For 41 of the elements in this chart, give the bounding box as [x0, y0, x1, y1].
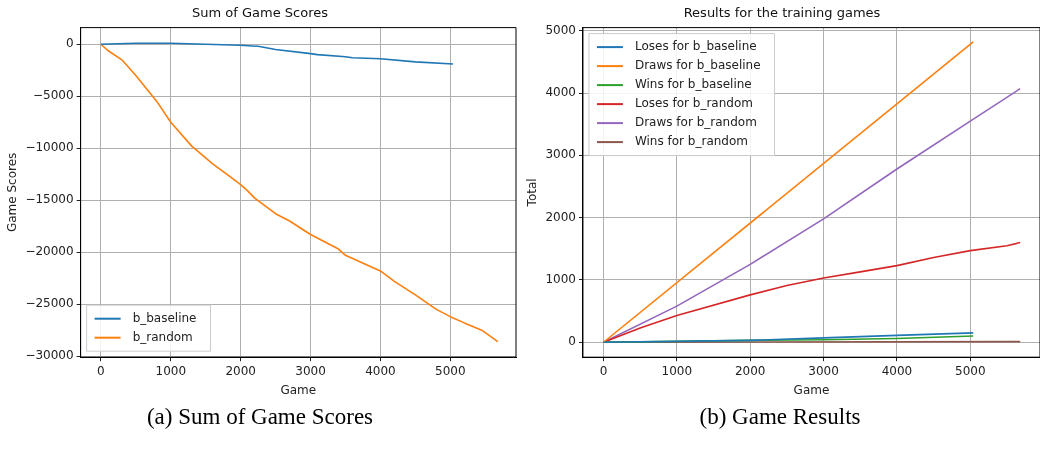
legend-label: Draws for b_baseline	[634, 58, 761, 73]
x-tick-label: 0	[599, 363, 608, 378]
text: (a) Sum of Game Scores	[145, 404, 375, 430]
y-tick-label: 2000	[545, 209, 576, 224]
x-tick-label: 1000	[155, 363, 187, 378]
chart-title: Sum of Game Scores	[192, 5, 329, 21]
x-tick-label: 5000	[435, 363, 466, 378]
y-tick-label: 3000	[545, 147, 576, 162]
y-tick-label: −10000	[25, 140, 74, 155]
y-tick-label: −15000	[25, 192, 74, 207]
y-tick-label: 1000	[545, 272, 576, 287]
text: (b) Game Results	[698, 404, 862, 430]
y-tick-label: 0	[65, 36, 74, 51]
y-axis-title: Game Scores	[5, 152, 20, 233]
legend-label: b_baseline	[132, 310, 197, 325]
y-tick-label: −30000	[25, 348, 74, 363]
y-tick-label: 0	[568, 334, 576, 349]
x-tick-label: 4000	[881, 363, 913, 378]
x-tick-label: 4000	[365, 363, 396, 378]
x-tick-label: 2000	[225, 363, 256, 378]
x-tick-label: 2000	[734, 363, 766, 378]
y-tick-label: 5000	[545, 22, 576, 37]
legend-label: Draws for b_random	[634, 115, 757, 130]
legend-label: Wins for b_baseline	[634, 77, 752, 92]
legend-label: Loses for b_random	[634, 96, 753, 111]
x-tick-label: 5000	[955, 363, 986, 378]
x-axis-title: Game	[280, 382, 317, 397]
legend-label: Wins for b_random	[634, 134, 749, 149]
y-tick-label: −5000	[33, 88, 74, 103]
y-tick-label: −25000	[25, 296, 74, 311]
y-tick-label: −20000	[25, 244, 74, 259]
x-tick-label: 0	[97, 363, 105, 378]
legend-label: b_random	[132, 329, 193, 344]
legend-label: Loses for b_baseline	[634, 39, 757, 54]
x-axis-title: Game	[793, 382, 830, 397]
chart-title: Results for the training games	[683, 5, 881, 21]
y-tick-label: 4000	[545, 85, 576, 100]
y-axis-title: Total	[525, 178, 540, 208]
x-tick-label: 3000	[808, 363, 839, 378]
x-tick-label: 1000	[661, 363, 693, 378]
x-tick-label: 3000	[295, 363, 326, 378]
